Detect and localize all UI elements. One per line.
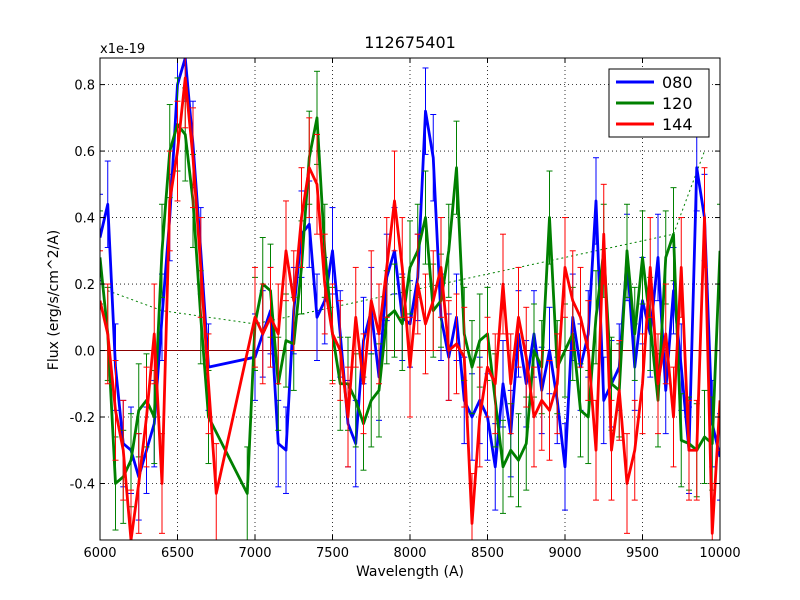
x-tick-label: 9500 xyxy=(626,546,659,561)
x-tick-label: 9000 xyxy=(548,546,581,561)
data-layer xyxy=(100,58,720,540)
x-tick-label: 7000 xyxy=(238,546,271,561)
y-tick-label: 0.6 xyxy=(74,145,95,160)
series-144 xyxy=(100,58,720,540)
legend-label-144: 144 xyxy=(662,115,693,134)
x-tick-label: 6000 xyxy=(83,546,116,561)
y-tick-label: 0.0 xyxy=(74,345,95,360)
y-tick-label: -0.2 xyxy=(70,411,95,426)
legend: 080 120 144 xyxy=(608,68,710,138)
y-tick-label: 0.8 xyxy=(74,79,95,94)
x-tick-label: 8500 xyxy=(471,546,504,561)
y-tick-label: -0.4 xyxy=(70,477,95,492)
x-tick-label: 7500 xyxy=(316,546,349,561)
plot-area: 6000 6500 7000 7500 8000 8500 9000 9500 10000 -0.… xyxy=(70,57,741,561)
x-tick-label: 8000 xyxy=(393,546,426,561)
x-axis-label: Wavelength (A) xyxy=(356,564,464,580)
chart-title: 112675401 xyxy=(364,33,456,52)
legend-label-080: 080 xyxy=(662,73,693,92)
x-tick-label: 10000 xyxy=(699,546,740,561)
series-line-144 xyxy=(100,76,720,540)
y-axis-label: Flux (erg/s/cm^2/A) xyxy=(46,230,62,370)
y-tick-label: 0.4 xyxy=(74,212,95,227)
series-line-120 xyxy=(100,116,720,495)
x-tick-label: 6500 xyxy=(161,546,194,561)
legend-label-120: 120 xyxy=(662,94,693,113)
y-tick-label: 0.2 xyxy=(74,278,95,293)
y-offset-label: x1e-19 xyxy=(100,42,145,57)
